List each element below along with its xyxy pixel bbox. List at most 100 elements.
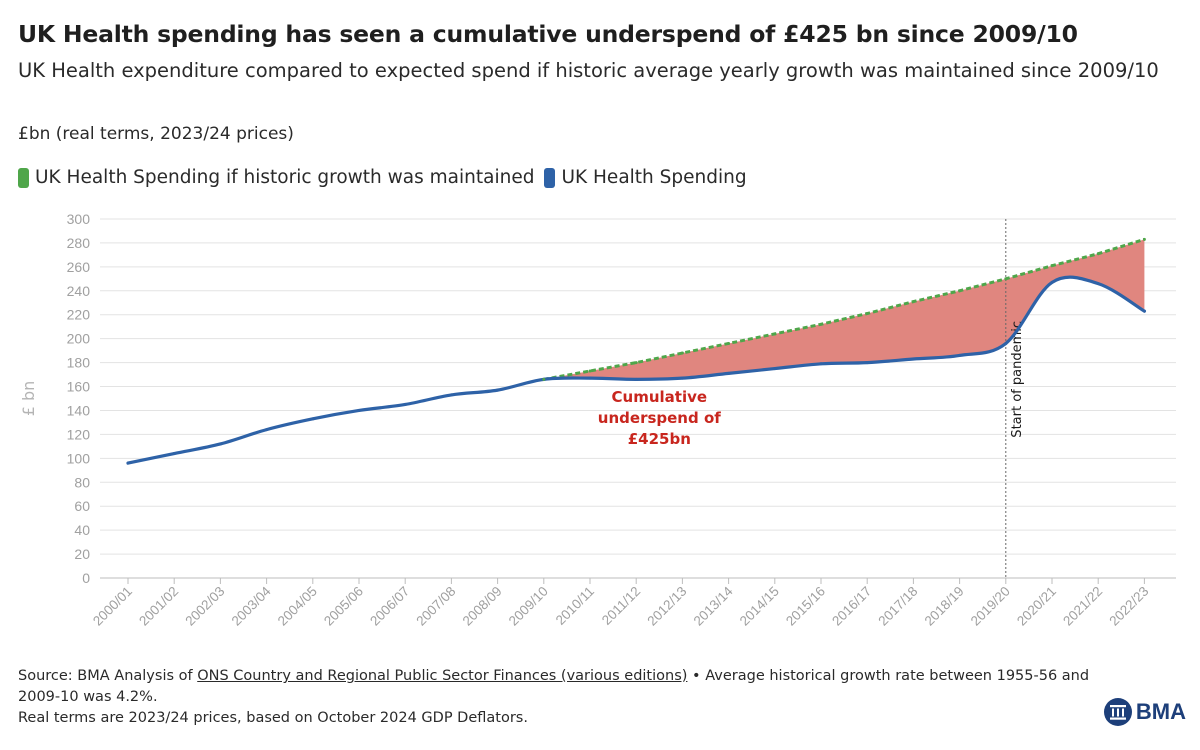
data-point-actual	[773, 367, 777, 371]
legend-swatch-actual	[544, 167, 556, 188]
data-point-historic	[819, 322, 823, 326]
y-tick-label: 80	[74, 474, 90, 490]
data-point-actual	[265, 428, 269, 432]
chart-title: UK Health spending has seen a cumulative…	[18, 20, 1078, 48]
data-point-actual	[449, 393, 453, 397]
data-point-historic	[1004, 277, 1008, 281]
data-point-actual	[218, 442, 222, 446]
footer-note: Real terms are 2023/24 prices, based on …	[18, 710, 528, 726]
series-line-historic	[543, 237, 1145, 381]
x-tick-label: 2020/21	[1014, 584, 1059, 629]
y-tick-label: 100	[67, 450, 91, 466]
y-tick-label: 120	[67, 426, 91, 442]
y-tick-label: 180	[67, 355, 91, 371]
units-label: £bn (real terms, 2023/24 prices)	[18, 124, 294, 144]
pandemic-label: Start of pandemic	[1010, 321, 1025, 438]
data-point-actual	[1142, 309, 1146, 313]
y-tick-label: 260	[67, 259, 91, 275]
data-point-actual	[865, 361, 869, 365]
data-point-historic	[911, 300, 915, 304]
chart-subtitle: UK Health expenditure compared to expect…	[18, 59, 1159, 82]
data-point-actual	[357, 408, 361, 412]
line-chart: 0 20 40 60 80 100 120 140 160 180 200 220 240 260 280 3…	[19, 211, 1176, 629]
x-tick-label: 2005/06	[321, 584, 366, 629]
data-point-historic	[1142, 237, 1146, 241]
data-point-historic	[634, 361, 638, 365]
underspend-area	[543, 239, 1145, 380]
data-point-actual	[1096, 282, 1100, 286]
x-tick-label: 2022/23	[1106, 584, 1151, 629]
data-point-actual	[680, 376, 684, 380]
x-tick-label: 2014/15	[737, 584, 782, 629]
data-point-actual	[403, 402, 407, 406]
x-tick-label: 2012/13	[644, 584, 689, 629]
x-tick-label: 2009/10	[506, 584, 551, 629]
data-point-actual	[172, 452, 176, 456]
x-tick-label: 2019/20	[968, 584, 1013, 629]
data-point-historic	[727, 341, 731, 345]
legend-item-actual[interactable]: UK Health Spending	[544, 167, 747, 188]
source-suffix: • Average historical growth rate between…	[18, 668, 1090, 705]
data-point-historic	[773, 332, 777, 336]
y-tick-label: 300	[67, 211, 91, 227]
x-tick-label: 2007/08	[413, 584, 458, 629]
data-point-historic	[958, 289, 962, 293]
data-point-historic	[588, 369, 592, 373]
x-tick-label: 2008/09	[460, 584, 505, 629]
bma-logo: BMA	[1103, 697, 1186, 727]
x-tick-label: 2001/02	[136, 584, 181, 629]
data-point-historic	[1096, 252, 1100, 256]
y-tick-label: 0	[82, 570, 90, 586]
y-tick-label: 160	[67, 379, 91, 395]
footer: Source: BMA Analysis of ONS Country and …	[18, 666, 1098, 729]
y-tick-label: 40	[74, 522, 90, 538]
y-tick-label: 140	[67, 402, 91, 418]
y-tick-label: 20	[74, 546, 90, 562]
data-point-actual	[1004, 341, 1008, 345]
data-point-historic	[680, 351, 684, 355]
x-tick-label: 2013/14	[691, 583, 736, 628]
data-point-historic	[1050, 264, 1054, 268]
logo-text: BMA	[1135, 699, 1186, 724]
data-point-actual	[958, 353, 962, 357]
x-tick-label: 2002/03	[182, 584, 227, 629]
x-tick-label: 2016/17	[829, 584, 874, 629]
data-point-historic	[865, 312, 869, 316]
data-point-actual	[727, 371, 731, 375]
source-link[interactable]: ONS Country and Regional Public Sector F…	[197, 668, 688, 684]
x-tick-label: 2021/22	[1060, 584, 1105, 629]
y-tick-label: 240	[67, 283, 91, 299]
data-point-historic	[542, 377, 546, 381]
underspend-annotation: underspend of	[598, 409, 721, 427]
x-tick-label: 2017/18	[875, 584, 920, 629]
data-point-actual	[819, 362, 823, 366]
y-tick-label: 280	[67, 235, 91, 251]
data-point-actual	[496, 388, 500, 392]
underspend-annotation: £425bn	[628, 430, 691, 448]
data-point-actual	[588, 376, 592, 380]
y-tick-label: 220	[67, 307, 91, 323]
underspend-annotation: Cumulative	[612, 388, 708, 406]
data-point-actual	[634, 377, 638, 381]
legend-swatch-historic	[18, 167, 29, 188]
x-tick-label: 2003/04	[229, 583, 274, 628]
source-prefix: Source: BMA Analysis of	[18, 668, 198, 684]
x-tick-label: 2018/19	[922, 584, 967, 629]
x-tick-label: 2011/12	[599, 584, 643, 628]
y-tick-label: 200	[67, 331, 91, 347]
x-tick-label: 2004/05	[275, 584, 320, 629]
data-point-actual	[911, 357, 915, 361]
legend: UK Health Spending if historic growth wa…	[18, 167, 757, 188]
bma-emblem-icon	[1103, 698, 1132, 726]
legend-item-historic[interactable]: UK Health Spending if historic growth wa…	[18, 167, 534, 188]
legend-label-historic: UK Health Spending if historic growth wa…	[35, 167, 535, 188]
x-tick-label: 2006/07	[367, 584, 412, 629]
x-tick-label: 2010/11	[553, 584, 597, 628]
data-point-actual	[311, 417, 315, 421]
x-tick-label: 2015/16	[783, 584, 828, 629]
y-axis-label: £ bn	[19, 381, 38, 417]
legend-label-actual: UK Health Spending	[561, 167, 747, 188]
data-point-actual	[126, 461, 130, 465]
data-point-actual	[1050, 280, 1054, 284]
y-tick-label: 60	[74, 498, 90, 514]
